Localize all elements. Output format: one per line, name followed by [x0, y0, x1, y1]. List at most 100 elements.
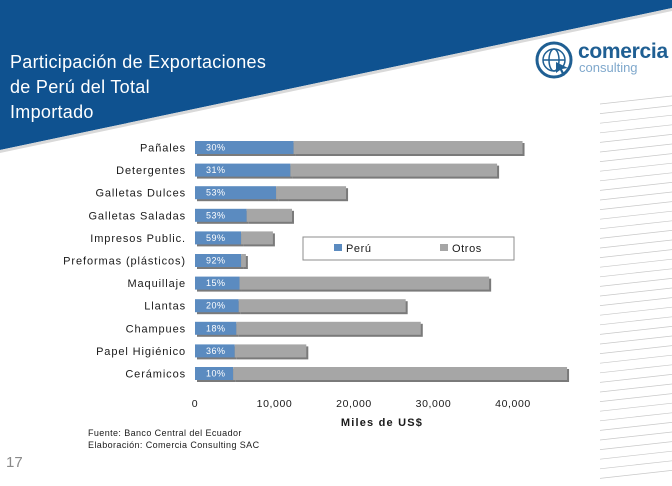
- bar-peru-9: [195, 344, 235, 358]
- elaboration-note: Elaboración: Comercia Consulting SAC: [88, 440, 260, 450]
- deco-line: [599, 402, 672, 412]
- deco-line: [599, 172, 672, 182]
- deco-line: [599, 143, 672, 153]
- data-label-5: 92%: [206, 256, 226, 266]
- x-tick-label-0: 0: [192, 398, 198, 410]
- x-tick-label-2: 20,000: [336, 398, 372, 410]
- x-axis-title: Miles de US$: [341, 417, 423, 429]
- deco-line: [599, 182, 672, 191]
- legend-box: [302, 236, 515, 261]
- source-note: Fuente: Banco Central del Ecuador: [88, 428, 242, 438]
- deco-line: [599, 431, 672, 441]
- deco-line: [599, 383, 672, 393]
- deco-line: [599, 258, 672, 268]
- bar-peru-0: [195, 141, 294, 154]
- slide-title: Participación de Exportaciones de Perú d…: [10, 50, 340, 125]
- category-label-0: Pañales: [140, 143, 186, 155]
- deco-line: [599, 278, 672, 287]
- logo-subtitle: consulting: [579, 60, 638, 75]
- category-label-9: Papel Higiénico: [96, 346, 186, 358]
- deco-line: [599, 441, 672, 450]
- page-number: 17: [6, 454, 23, 471]
- deco-line: [599, 470, 672, 479]
- deco-line: [599, 287, 672, 297]
- category-label-5: Preformas (plásticos): [63, 256, 186, 268]
- legend-label-otros: Otros: [452, 243, 482, 255]
- legend-swatch-otros: [440, 244, 448, 251]
- deco-line: [599, 191, 672, 201]
- title-line-1: Participación de Exportaciones: [10, 52, 267, 72]
- deco-line: [599, 210, 672, 220]
- deco-line: [599, 162, 672, 172]
- data-label-1: 31%: [206, 165, 226, 175]
- x-tick-label-1: 10,000: [257, 398, 293, 410]
- bar-otros-0: [293, 141, 523, 154]
- bar-otros-2: [276, 186, 347, 200]
- legend-swatch-peru: [334, 244, 342, 251]
- category-label-8: Champues: [126, 323, 186, 335]
- deco-line: [599, 249, 672, 258]
- deco-line: [599, 114, 672, 124]
- deco-line: [599, 105, 672, 114]
- deco-line: [599, 124, 672, 134]
- bar-otros-7: [238, 299, 406, 313]
- data-label-7: 20%: [206, 301, 226, 311]
- title-line-2: de Perú del Total: [10, 77, 150, 97]
- banner-shape: [0, 0, 672, 150]
- category-label-4: Impresos Public.: [90, 233, 186, 245]
- bar-otros-6: [239, 276, 490, 290]
- bar-peru-8: [195, 321, 237, 335]
- company-logo: comercia consulting: [534, 40, 668, 80]
- data-label-10: 10%: [206, 369, 226, 379]
- title-line-3: Importado: [10, 102, 94, 122]
- data-label-8: 18%: [206, 323, 226, 333]
- deco-line: [599, 201, 672, 210]
- x-tick-label-3: 30,000: [416, 398, 452, 410]
- bar-otros-1: [290, 163, 498, 177]
- deco-line: [599, 374, 672, 383]
- deco-line: [599, 134, 672, 143]
- bar-peru-6: [195, 276, 240, 290]
- logo-wordmark: comercia: [578, 40, 668, 63]
- data-label-4: 59%: [206, 233, 226, 243]
- category-label-3: Galletas Saladas: [88, 210, 186, 222]
- deco-line: [599, 345, 672, 354]
- bar-peru-7: [195, 299, 239, 313]
- deco-line: [599, 422, 672, 431]
- deco-line: [599, 153, 672, 162]
- deco-line: [599, 220, 672, 230]
- deco-line: [599, 230, 672, 239]
- category-label-1: Detergentes: [116, 165, 186, 177]
- bar-peru-1: [195, 163, 291, 177]
- data-label-0: 30%: [206, 143, 226, 153]
- deco-line: [599, 450, 672, 460]
- bar-otros-10: [233, 367, 568, 380]
- data-label-9: 36%: [206, 346, 226, 356]
- x-tick-label-4: 40,000: [495, 398, 531, 410]
- deco-line: [599, 354, 672, 364]
- deco-line: [599, 364, 672, 374]
- deco-line: [599, 239, 672, 249]
- deco-line: [599, 297, 672, 306]
- bar-otros-8: [236, 321, 421, 335]
- data-label-6: 15%: [206, 278, 226, 288]
- deco-line: [599, 306, 672, 316]
- header-banner: [0, 0, 672, 153]
- bar-otros-5: [241, 254, 246, 267]
- data-label-2: 53%: [206, 188, 226, 198]
- deco-line: [599, 412, 672, 422]
- deco-line: [599, 316, 672, 326]
- decorative-lines: [599, 95, 672, 479]
- deco-line: [599, 335, 672, 345]
- bar-otros-4: [241, 231, 273, 245]
- category-label-10: Cerámicos: [125, 369, 186, 381]
- bar-peru-4: [195, 231, 242, 245]
- bar-otros-3: [246, 208, 292, 222]
- legend-label-peru: Perú: [346, 243, 372, 255]
- deco-line: [599, 393, 672, 402]
- bar-peru-3: [195, 208, 247, 222]
- deco-line: [599, 460, 672, 470]
- banner-edge: [0, 8, 672, 153]
- category-label-6: Maquillaje: [127, 278, 186, 290]
